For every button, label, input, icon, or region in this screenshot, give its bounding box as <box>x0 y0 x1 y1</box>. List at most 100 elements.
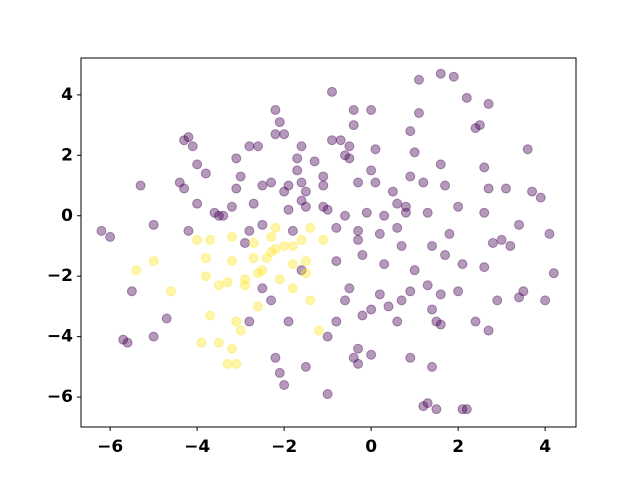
scatter-point <box>244 225 255 236</box>
scatter-point <box>270 129 281 140</box>
scatter-point <box>496 234 507 245</box>
scatter-point <box>209 207 220 218</box>
scatter-point <box>296 177 307 188</box>
y-tick-label: −2 <box>47 266 73 286</box>
scatter-point <box>196 337 207 348</box>
scatter-point <box>300 361 311 372</box>
x-tick-label: −6 <box>97 437 123 457</box>
scatter-point <box>244 316 255 327</box>
scatter-point <box>344 153 355 164</box>
scatter-point <box>122 337 133 348</box>
scatter-point <box>405 352 416 363</box>
scatter-point <box>431 316 442 327</box>
scatter-point <box>292 165 303 176</box>
scatter-point <box>235 325 246 336</box>
scatter-point <box>279 186 290 197</box>
scatter-point <box>322 331 333 342</box>
scatter-point <box>409 147 420 158</box>
scatter-point <box>166 286 177 297</box>
scatter-point <box>231 183 242 194</box>
scatter-point <box>283 204 294 215</box>
scatter-point <box>253 268 264 279</box>
scatter-point <box>396 295 407 306</box>
scatter-point <box>518 286 529 297</box>
scatter-point <box>322 389 333 400</box>
scatter-point <box>527 186 538 197</box>
scatter-point <box>400 201 411 212</box>
scatter-point <box>326 135 337 146</box>
scatter-point <box>535 192 546 203</box>
scatter-point <box>318 180 329 191</box>
scatter-point <box>326 86 337 97</box>
scatter-point <box>448 71 459 82</box>
scatter-point <box>374 228 385 239</box>
y-tick-label: 4 <box>61 85 73 105</box>
scatter-point <box>257 283 268 294</box>
scatter-point <box>348 352 359 363</box>
scatter-point <box>366 104 377 115</box>
scatter-point <box>213 280 224 291</box>
scatter-point <box>231 316 242 327</box>
scatter-point <box>187 141 198 152</box>
scatter-point <box>313 325 324 336</box>
scatter-point <box>522 144 533 155</box>
scatter-point <box>348 120 359 131</box>
scatter-point <box>340 150 351 161</box>
scatter-point <box>266 295 277 306</box>
scatter-point <box>353 177 364 188</box>
scatter-point <box>405 171 416 182</box>
scatter-point <box>239 274 250 285</box>
scatter-point <box>353 343 364 354</box>
scatter-point <box>148 256 159 267</box>
scatter-point <box>222 277 233 288</box>
scatter-point <box>244 141 255 152</box>
scatter-point <box>418 401 429 412</box>
scatter-point <box>514 219 525 230</box>
scatter-point <box>266 231 277 242</box>
scatter-point <box>179 183 190 194</box>
y-tick-label: 0 <box>61 206 73 226</box>
scatter-point <box>479 207 490 218</box>
scatter-point <box>183 132 194 143</box>
scatter-point <box>222 358 233 369</box>
scatter-point <box>253 141 264 152</box>
scatter-point <box>366 304 377 315</box>
scatter-point <box>457 259 468 270</box>
scatter-point <box>544 228 555 239</box>
scatter-point <box>287 225 298 236</box>
scatter-point <box>413 74 424 85</box>
scatter-point <box>270 352 281 363</box>
scatter-point <box>239 280 250 291</box>
scatter-point <box>266 247 277 258</box>
scatter-point <box>540 295 551 306</box>
scatter-point <box>483 183 494 194</box>
scatter-point <box>292 153 303 164</box>
scatter-point <box>318 171 329 182</box>
scatter-point <box>261 253 272 264</box>
scatter-point <box>405 286 416 297</box>
scatter-point <box>296 265 307 276</box>
scatter-point <box>457 404 468 415</box>
scatter-point <box>226 256 237 267</box>
scatter-point <box>413 108 424 119</box>
scatter-point <box>200 253 211 264</box>
scatter-point <box>226 201 237 212</box>
scatter-point <box>296 234 307 245</box>
scatter-point <box>179 135 190 146</box>
scatter-point <box>274 274 285 285</box>
scatter-point <box>470 316 481 327</box>
scatter-point <box>453 201 464 212</box>
scatter-point <box>192 159 203 170</box>
scatter-point <box>500 183 511 194</box>
scatter-point <box>353 358 364 369</box>
scatter-point <box>409 265 420 276</box>
scatter-point <box>479 162 490 173</box>
scatter-point <box>427 361 438 372</box>
scatter-point <box>483 325 494 336</box>
scatter-point <box>318 234 329 245</box>
scatter-point <box>248 198 259 209</box>
scatter-point <box>235 171 246 182</box>
scatter-point <box>461 92 472 103</box>
scatter-point <box>322 204 333 215</box>
